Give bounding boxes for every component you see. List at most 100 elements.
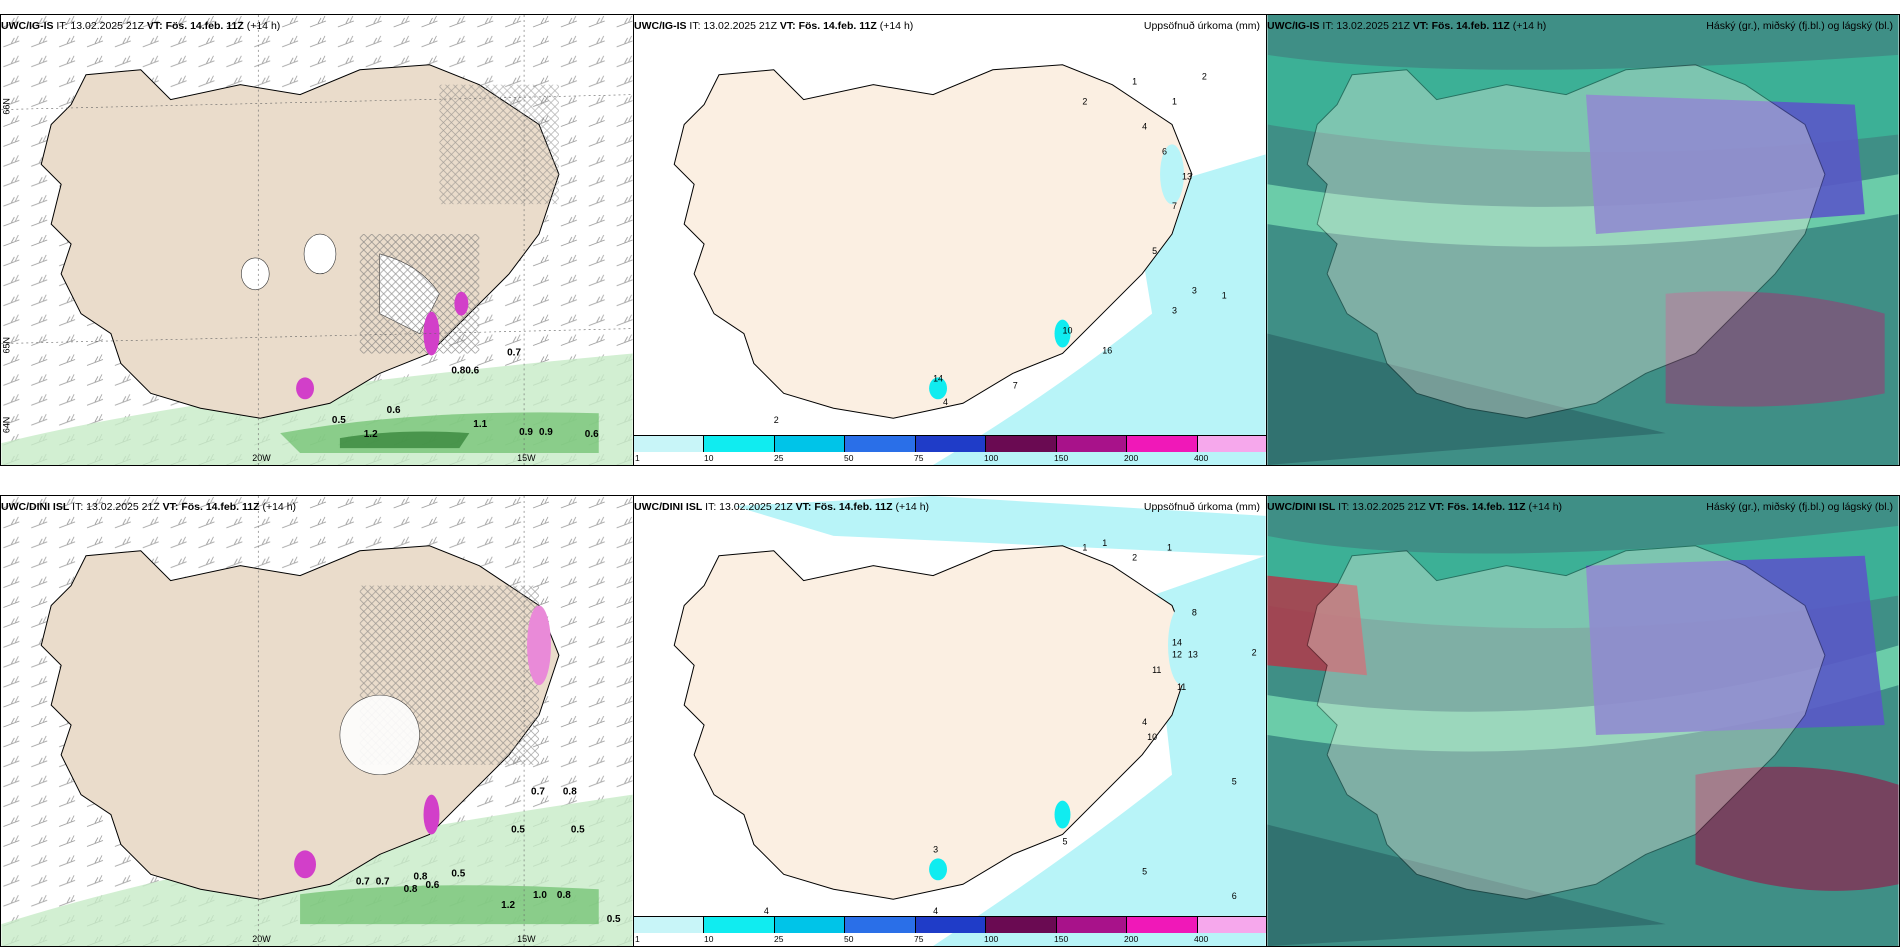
colorbar-tick: 10 <box>704 453 714 463</box>
colorbar-tick: 100 <box>984 934 999 944</box>
value-label: 0.8 <box>404 884 418 895</box>
colorbar-swatch <box>704 436 775 452</box>
valid-time: VT: Fös. 14.feb. 11Z <box>1412 20 1510 32</box>
colorbar-tick: 150 <box>1054 453 1069 463</box>
field-title: Uppsöfnuð úrkoma (mm) <box>1143 501 1260 513</box>
value-label: 0.7 <box>531 787 545 798</box>
map-cloud-cover-bottom <box>1267 496 1899 946</box>
colorbar-swatch <box>845 436 916 452</box>
lon-label-15w: 15W <box>517 934 536 944</box>
colorbar-ticks: 1 10 25 50 75 100 150 200 400 <box>634 453 1266 463</box>
precip-value: 4 <box>764 906 769 916</box>
value-label: 0.5 <box>332 415 346 426</box>
lead-time: (+14 h) <box>262 501 297 513</box>
colorbar-tick: 100 <box>984 453 999 463</box>
lat-label-66n: 66N <box>1 98 11 114</box>
precip-value: 5 <box>1232 777 1237 787</box>
panel-header: UWC/IG-IS IT: 13.02.2025 21Z VT: Fös. 14… <box>1 20 280 32</box>
valid-time: VT: Fös. 14.feb. 11Z <box>779 20 877 32</box>
lead-time: (+14 h) <box>1528 501 1563 513</box>
precip-value: 10 <box>1147 732 1157 742</box>
lon-label-20w: 20W <box>252 934 271 944</box>
panel-bottom-right: UWC/DINI ISL IT: 13.02.2025 21Z VT: Fös.… <box>1266 495 1900 947</box>
precip-value: 7 <box>1172 201 1177 211</box>
colorbar-tick: 25 <box>774 453 784 463</box>
value-label: 0.6 <box>585 429 599 440</box>
map-accum-precip-bottom: 1 1 2 1 8 14 12 13 11 11 4 10 3 5 5 6 4 … <box>673 496 1266 946</box>
panel-header: UWC/IG-IS IT: 13.02.2025 21Z VT: Fös. 14… <box>1267 20 1546 32</box>
precip-value: 14 <box>933 373 943 383</box>
colorbar-tick: 10 <box>704 934 714 944</box>
colorbar-tick: 50 <box>844 453 854 463</box>
precip-value: 2 <box>1132 553 1137 563</box>
colorbar-ticks: 1 10 25 50 75 100 150 200 400 <box>634 934 1266 944</box>
precip-value: 13 <box>1182 171 1192 181</box>
model-name: UWC/IG-IS <box>1267 20 1320 32</box>
colorbar-tick: 400 <box>1194 453 1209 463</box>
colorbar-swatch <box>915 436 987 452</box>
value-label: 0.5 <box>451 868 465 879</box>
panel-bottom-left: 0.7 0.8 0.5 0.5 0.7 0.7 0.8 0.5 0.8 0.6 … <box>0 495 634 947</box>
model-name: UWC/DINI ISL <box>1 501 70 513</box>
panel-top-left: 0.7 0.8 0.6 0.5 0.6 1.2 1.1 0.9 0.9 0.6 … <box>0 14 634 466</box>
value-label: 0.9 <box>539 427 553 438</box>
precip-value: 4 <box>933 906 938 916</box>
precip-value: 5 <box>1142 866 1147 876</box>
precip-value: 4 <box>943 397 948 407</box>
panel-bottom-mid: 1 1 2 1 8 14 12 13 11 11 4 10 3 5 5 6 4 … <box>633 495 1267 947</box>
colorbar-swatch <box>774 436 846 452</box>
precip-value: 14 <box>1172 637 1182 647</box>
precip-value: 2 <box>1082 97 1087 107</box>
colorbar-tick: 25 <box>774 934 784 944</box>
lead-time: (+14 h) <box>1512 20 1547 32</box>
value-label: 0.7 <box>376 876 390 887</box>
precip-value: 3 <box>933 844 938 854</box>
precip-value: 4 <box>1142 121 1147 131</box>
panel-header: UWC/IG-IS IT: 13.02.2025 21Z VT: Fös. 14… <box>634 20 913 32</box>
valid-time: VT: Fös. 14.feb. 11Z <box>1428 501 1526 513</box>
init-time: IT: 13.02.2025 21Z <box>72 501 160 513</box>
colorbar-swatch <box>634 436 705 452</box>
precip-value: 12 <box>1172 649 1182 659</box>
colorbar-swatch <box>634 917 705 933</box>
colorbar-swatch <box>986 436 1057 452</box>
value-label: 0.5 <box>511 825 525 836</box>
precip-value: 10 <box>1063 326 1073 336</box>
panel-header: UWC/DINI ISL IT: 13.02.2025 21Z VT: Fös.… <box>1267 501 1562 513</box>
colorbar-swatch <box>1197 917 1266 933</box>
iceland-outline <box>1306 545 1826 900</box>
map-accum-precip-top: 2 1 1 2 4 6 13 7 5 3 14 10 2 4 7 16 3 1 <box>673 64 1266 465</box>
lon-label-15w: 15W <box>517 453 536 463</box>
init-time: IT: 13.02.2025 21Z <box>1338 501 1426 513</box>
panel-top-mid: 2 1 1 2 4 6 13 7 5 3 14 10 2 4 7 16 3 1 … <box>633 14 1267 466</box>
precip-value: 1 <box>1172 97 1177 107</box>
colorbar-tick: 200 <box>1124 934 1139 944</box>
precip-value: 1 <box>1167 543 1172 553</box>
colorbar-swatch <box>845 917 916 933</box>
colorbar-tick: 1 <box>635 934 640 944</box>
colorbar-swatch <box>774 917 846 933</box>
model-name: UWC/DINI ISL <box>634 501 703 513</box>
panel-top-right: UWC/IG-IS IT: 13.02.2025 21Z VT: Fös. 14… <box>1266 14 1900 466</box>
precip-value: 1 <box>1132 77 1137 87</box>
field-title: Háský (gr.), miðský (fj.bl.) og lágský (… <box>1706 501 1893 513</box>
panel-header: UWC/DINI ISL IT: 13.02.2025 21Z VT: Fös.… <box>634 501 929 513</box>
colorbar-swatch <box>1197 436 1266 452</box>
precip-value: 6 <box>1162 146 1167 156</box>
precip-value: 5 <box>1152 246 1157 256</box>
value-label: 0.8 <box>557 890 571 901</box>
colorbar-swatch <box>1127 917 1198 933</box>
lead-time: (+14 h) <box>895 501 930 513</box>
lat-label-64n: 64N <box>1 417 11 433</box>
colorbar-tick: 400 <box>1194 934 1209 944</box>
lead-time: (+14 h) <box>246 20 281 32</box>
precip-value: 1 <box>1082 543 1087 553</box>
precip-value: 8 <box>1192 607 1197 617</box>
field-title: Háský (gr.), miðský (fj.bl.) og lágský (… <box>1706 20 1893 32</box>
value-label: 0.5 <box>571 825 585 836</box>
map-wind-precip-bottom: 0.7 0.8 0.5 0.5 0.7 0.7 0.8 0.5 0.8 0.6 … <box>1 496 633 946</box>
valid-time: VT: Fös. 14.feb. 11Z <box>146 20 244 32</box>
precip-value: 3 <box>1192 286 1197 296</box>
map-cloud-cover-top <box>1267 15 1899 465</box>
valid-time: VT: Fös. 14.feb. 11Z <box>795 501 893 513</box>
